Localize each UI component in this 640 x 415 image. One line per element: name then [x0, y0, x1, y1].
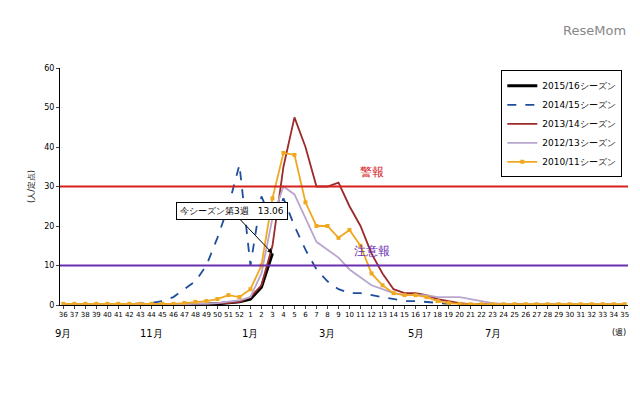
- svg-text:48: 48: [191, 311, 200, 319]
- svg-text:12: 12: [367, 311, 376, 319]
- svg-text:36: 36: [59, 311, 68, 319]
- svg-text:1: 1: [248, 311, 252, 319]
- svg-text:20: 20: [455, 311, 464, 319]
- svg-text:42: 42: [125, 311, 134, 319]
- svg-text:2: 2: [259, 311, 263, 319]
- svg-text:51: 51: [224, 311, 233, 319]
- svg-text:49: 49: [202, 311, 211, 319]
- svg-text:27: 27: [532, 311, 541, 319]
- svg-text:19: 19: [444, 311, 453, 319]
- svg-text:11: 11: [356, 311, 365, 319]
- svg-text:32: 32: [587, 311, 596, 319]
- svg-text:13: 13: [378, 311, 387, 319]
- svg-text:45: 45: [158, 311, 167, 319]
- svg-text:30: 30: [565, 311, 574, 319]
- svg-text:22: 22: [477, 311, 486, 319]
- svg-text:10: 10: [345, 311, 354, 319]
- svg-text:38: 38: [81, 311, 90, 319]
- svg-text:26: 26: [521, 311, 530, 319]
- svg-text:20: 20: [44, 222, 54, 231]
- svg-text:30: 30: [44, 182, 54, 191]
- svg-text:31: 31: [576, 311, 585, 319]
- svg-text:50: 50: [213, 311, 222, 319]
- svg-text:41: 41: [114, 311, 123, 319]
- svg-text:注意報: 注意報: [354, 244, 390, 258]
- svg-text:60: 60: [44, 64, 54, 73]
- svg-text:40: 40: [44, 143, 54, 152]
- svg-text:(週): (週): [612, 328, 626, 337]
- svg-text:2010/11シーズン: 2010/11シーズン: [542, 157, 615, 167]
- svg-text:47: 47: [180, 311, 189, 319]
- svg-text:46: 46: [169, 311, 178, 319]
- svg-text:9月: 9月: [55, 328, 71, 339]
- svg-text:50: 50: [44, 103, 54, 112]
- svg-text:15: 15: [400, 311, 409, 319]
- svg-text:18: 18: [433, 311, 442, 319]
- svg-text:2013/14シーズン: 2013/14シーズン: [542, 119, 615, 129]
- svg-text:ReseMom: ReseMom: [563, 23, 626, 38]
- svg-text:7月: 7月: [485, 328, 501, 339]
- svg-text:43: 43: [136, 311, 145, 319]
- svg-text:5: 5: [292, 311, 296, 319]
- svg-text:9: 9: [336, 311, 340, 319]
- svg-text:40: 40: [103, 311, 112, 319]
- svg-text:23: 23: [488, 311, 497, 319]
- svg-text:16: 16: [411, 311, 420, 319]
- svg-text:37: 37: [70, 311, 79, 319]
- svg-text:0: 0: [49, 301, 54, 310]
- svg-text:4: 4: [281, 311, 286, 319]
- svg-text:5月: 5月: [408, 328, 424, 339]
- svg-text:8: 8: [325, 311, 329, 319]
- svg-text:10: 10: [44, 261, 54, 270]
- svg-text:33: 33: [598, 311, 607, 319]
- svg-text:17: 17: [422, 311, 431, 319]
- svg-text:39: 39: [92, 311, 101, 319]
- svg-text:35: 35: [620, 311, 629, 319]
- svg-text:24: 24: [499, 311, 508, 319]
- svg-text:25: 25: [510, 311, 519, 319]
- svg-text:14: 14: [389, 311, 398, 319]
- svg-text:28: 28: [543, 311, 552, 319]
- svg-text:29: 29: [554, 311, 563, 319]
- svg-text:2014/15シーズン: 2014/15シーズン: [542, 100, 615, 110]
- svg-text:52: 52: [235, 311, 244, 319]
- svg-text:今シーズン第3週 13.06: 今シーズン第3週 13.06: [180, 206, 284, 216]
- svg-text:3: 3: [270, 311, 274, 319]
- svg-text:34: 34: [609, 311, 618, 319]
- svg-text:2012/13シーズン: 2012/13シーズン: [542, 138, 615, 148]
- svg-text:11月: 11月: [140, 328, 163, 339]
- svg-text:44: 44: [147, 311, 156, 319]
- svg-text:(人/定点): (人/定点): [27, 170, 36, 203]
- svg-text:6: 6: [303, 311, 308, 319]
- svg-text:警報: 警報: [360, 165, 384, 179]
- svg-text:3月: 3月: [319, 328, 335, 339]
- svg-text:2015/16シーズン: 2015/16シーズン: [542, 81, 615, 91]
- svg-text:21: 21: [466, 311, 475, 319]
- svg-text:1月: 1月: [242, 328, 258, 339]
- svg-text:7: 7: [314, 311, 318, 319]
